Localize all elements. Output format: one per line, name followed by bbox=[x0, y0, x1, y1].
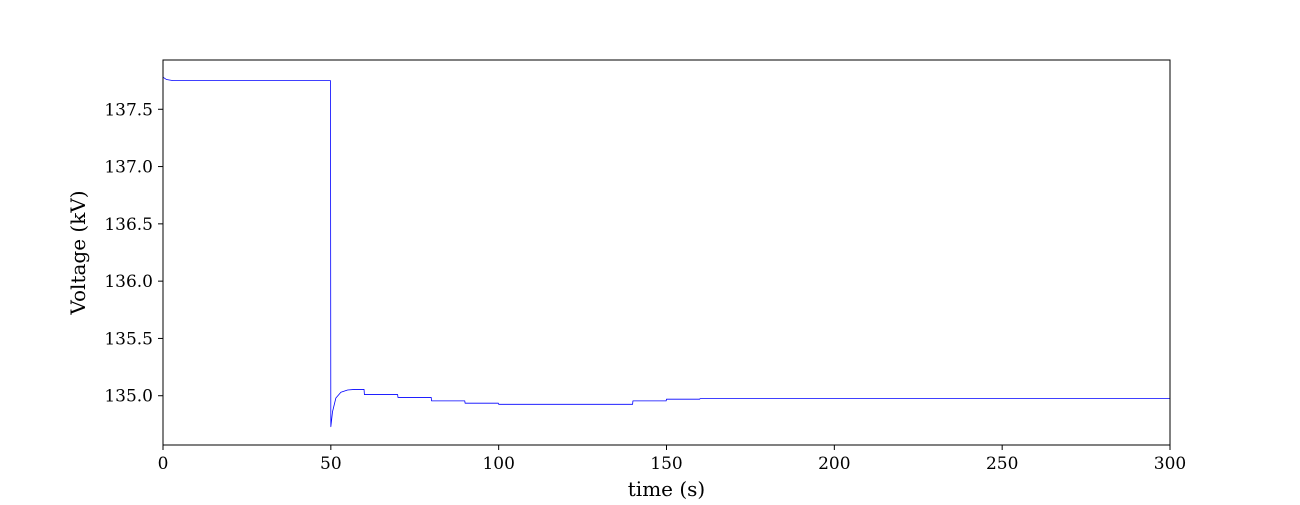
series-line-0 bbox=[162, 76, 1170, 428]
x-axis-label: time (s) bbox=[628, 477, 705, 500]
y-tick-label: 137.0 bbox=[104, 158, 153, 178]
x-tick-label: 100 bbox=[482, 454, 514, 474]
y-tick-label: 136.5 bbox=[104, 215, 153, 235]
x-tick-label: 200 bbox=[818, 454, 850, 474]
x-tick-label: 0 bbox=[158, 454, 169, 474]
x-axis-ticks: 0 50 100 150 200 250 300 bbox=[158, 445, 1186, 474]
axes-frame bbox=[162, 59, 1171, 446]
x-tick-label: 150 bbox=[650, 454, 682, 474]
x-tick-label: 300 bbox=[1154, 454, 1186, 474]
plot-area bbox=[162, 76, 1170, 428]
y-tick-label: 135.0 bbox=[104, 387, 153, 407]
x-tick-label: 50 bbox=[320, 454, 342, 474]
y-axis-label: Voltage (kV) bbox=[66, 190, 90, 315]
y-tick-label: 136.0 bbox=[104, 272, 153, 292]
x-tick-label: 250 bbox=[986, 454, 1018, 474]
y-tick-label: 137.5 bbox=[104, 100, 153, 120]
y-tick-label: 135.5 bbox=[104, 329, 153, 349]
y-axis-ticks: 135.0 135.5 136.0 136.5 137.0 137.5 bbox=[104, 100, 163, 407]
